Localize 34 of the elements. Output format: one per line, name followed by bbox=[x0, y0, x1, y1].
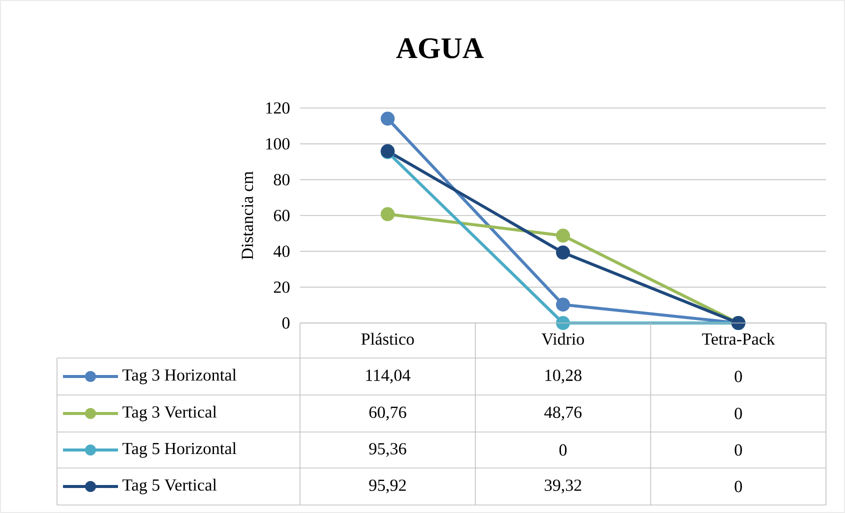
legend-label: Tag 3 Vertical bbox=[122, 406, 217, 422]
data-label: 95,92 bbox=[369, 480, 406, 494]
point bbox=[556, 298, 570, 312]
data-label: 0 bbox=[734, 444, 742, 456]
y-tick-label: 40 bbox=[274, 246, 290, 258]
legend-label: Tag 5 Vertical bbox=[122, 478, 217, 494]
y-tick-label: 100 bbox=[266, 138, 290, 150]
data-label: 114,04 bbox=[366, 370, 410, 384]
x-tick-label: Plástico bbox=[361, 332, 414, 345]
y-tick-label: 0 bbox=[282, 317, 290, 329]
y-tick-label: 60 bbox=[274, 210, 290, 222]
y-tick-label: 120 bbox=[266, 102, 290, 114]
data-label: 0 bbox=[559, 444, 567, 456]
y-axis-title: Distancia cm bbox=[242, 171, 254, 260]
data-label: 0 bbox=[734, 408, 742, 420]
point bbox=[556, 316, 570, 330]
legend-label: Tag 3 Horizontal bbox=[122, 368, 236, 384]
y-tick-label: 80 bbox=[274, 174, 290, 186]
x-tick-label: Vidrio bbox=[542, 332, 584, 345]
data-label: 10,28 bbox=[545, 370, 582, 384]
point bbox=[380, 112, 395, 126]
point bbox=[556, 246, 570, 260]
data-label: 95,36 bbox=[369, 443, 406, 457]
point bbox=[380, 207, 395, 222]
point bbox=[556, 228, 570, 243]
data-label: 0 bbox=[734, 480, 742, 492]
data-label: 0 bbox=[734, 370, 742, 382]
data-label: 60,76 bbox=[369, 406, 406, 420]
chart-title: AGUA bbox=[396, 38, 484, 58]
x-tick-label: Tetra-Pack bbox=[702, 332, 775, 345]
y-tick-label: 20 bbox=[274, 281, 290, 293]
legend-label: Tag 5 Horizontal bbox=[122, 442, 236, 458]
data-label: 48,76 bbox=[544, 406, 582, 420]
data-label: 39,32 bbox=[544, 480, 582, 494]
